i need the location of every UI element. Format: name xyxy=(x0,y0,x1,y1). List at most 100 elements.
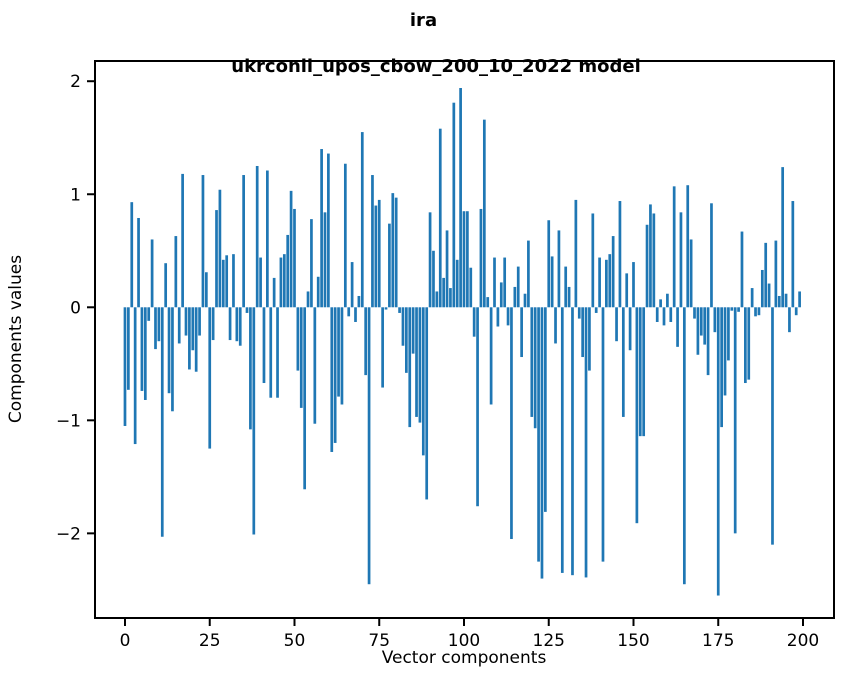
bar xyxy=(235,307,239,342)
bar xyxy=(384,307,388,310)
y-tick-label: −2 xyxy=(56,524,81,544)
bar xyxy=(669,307,673,322)
bar xyxy=(408,307,412,428)
bar xyxy=(686,185,690,308)
bar xyxy=(249,307,252,430)
bar xyxy=(693,307,696,319)
bar xyxy=(699,307,703,336)
bar xyxy=(577,307,581,319)
bar xyxy=(282,254,286,308)
bar xyxy=(605,259,608,308)
bar xyxy=(177,307,181,344)
bar xyxy=(598,257,601,308)
bar xyxy=(733,307,737,534)
bar xyxy=(405,307,408,373)
bar xyxy=(737,307,740,312)
y-tick-label: 1 xyxy=(70,185,81,205)
bar xyxy=(421,307,425,456)
bar xyxy=(594,307,598,313)
bar xyxy=(615,307,618,342)
bar xyxy=(510,307,513,540)
bar xyxy=(340,307,344,405)
bar xyxy=(591,213,595,308)
bar xyxy=(343,163,347,308)
bar xyxy=(638,307,642,437)
bar xyxy=(547,220,551,308)
bar xyxy=(150,239,154,308)
bar xyxy=(476,307,479,507)
bar xyxy=(567,286,571,308)
bar xyxy=(428,212,432,308)
bar xyxy=(218,189,222,308)
bar xyxy=(459,88,462,308)
bar xyxy=(506,307,510,326)
bar xyxy=(496,307,500,327)
bar xyxy=(255,165,259,308)
bar xyxy=(238,307,242,346)
bar xyxy=(398,307,401,313)
bar xyxy=(310,219,313,308)
bar xyxy=(554,307,557,344)
bar xyxy=(242,175,245,308)
bar xyxy=(296,307,300,371)
bar xyxy=(588,307,591,371)
bar xyxy=(198,307,201,336)
bar xyxy=(527,240,530,308)
bar xyxy=(171,307,174,412)
bar xyxy=(608,254,612,308)
bar xyxy=(703,307,707,345)
x-tick-label: 200 xyxy=(787,631,819,651)
bar xyxy=(377,199,381,308)
bar xyxy=(757,307,761,316)
bar xyxy=(394,197,398,308)
bar xyxy=(516,266,520,308)
bar xyxy=(411,307,415,354)
bar xyxy=(472,307,476,337)
bar xyxy=(245,307,249,313)
bar xyxy=(794,307,798,316)
x-tick-label: 75 xyxy=(368,631,390,651)
bar xyxy=(767,283,771,308)
bar xyxy=(286,234,290,308)
bar xyxy=(299,307,303,408)
bar xyxy=(388,223,391,308)
bar xyxy=(204,272,208,308)
x-tick-label: 125 xyxy=(533,631,565,651)
bar xyxy=(266,170,269,308)
y-tick-label: 2 xyxy=(70,72,81,92)
bar xyxy=(720,307,723,428)
bar xyxy=(466,211,469,308)
bar xyxy=(581,307,584,358)
bar xyxy=(452,102,456,308)
bar xyxy=(276,307,279,398)
bar xyxy=(777,295,781,308)
bar xyxy=(601,307,605,562)
bar xyxy=(293,208,296,308)
bar xyxy=(425,307,429,500)
bar xyxy=(221,259,225,308)
bar xyxy=(147,307,151,321)
bar xyxy=(520,307,523,358)
bar xyxy=(259,257,262,308)
bar xyxy=(727,307,730,361)
x-tick-label: 50 xyxy=(284,631,306,651)
bar xyxy=(262,307,266,384)
x-tick-label: 100 xyxy=(448,631,480,651)
bar xyxy=(438,128,442,308)
bar xyxy=(564,266,568,308)
bar xyxy=(160,307,164,537)
bar xyxy=(645,224,649,308)
bar xyxy=(228,307,232,341)
bar xyxy=(540,307,544,579)
bar xyxy=(211,307,215,341)
bar xyxy=(689,239,693,308)
bar xyxy=(611,236,615,308)
bar xyxy=(303,307,307,490)
y-tick-label: 0 xyxy=(70,298,81,318)
bar xyxy=(632,262,635,308)
x-tick-label: 25 xyxy=(199,631,221,651)
bar xyxy=(374,205,378,308)
bar xyxy=(350,262,354,308)
chart-title-line1: ira xyxy=(409,10,438,31)
